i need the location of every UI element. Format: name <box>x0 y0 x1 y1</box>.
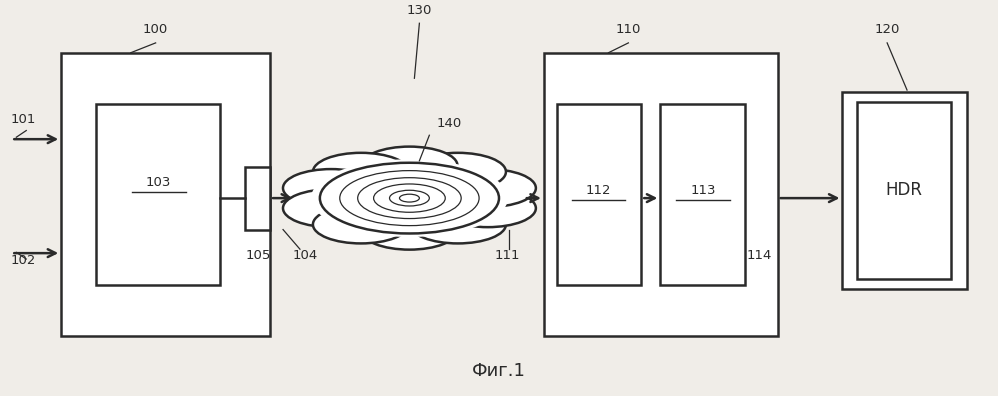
Bar <box>857 102 951 279</box>
Circle shape <box>361 147 457 185</box>
Circle shape <box>361 212 457 249</box>
Circle shape <box>410 153 506 191</box>
Circle shape <box>313 206 409 244</box>
Circle shape <box>283 169 379 207</box>
Circle shape <box>399 194 419 202</box>
Bar <box>61 53 270 336</box>
Bar <box>246 167 270 230</box>
Text: 130: 130 <box>407 4 432 17</box>
Text: Фиг.1: Фиг.1 <box>472 362 526 380</box>
Bar <box>842 92 967 289</box>
Bar <box>661 104 745 285</box>
Text: 111: 111 <box>494 249 520 262</box>
Text: 113: 113 <box>691 184 716 197</box>
Text: 120: 120 <box>874 23 900 36</box>
Bar <box>544 53 777 336</box>
Circle shape <box>308 158 510 238</box>
Text: 102: 102 <box>11 254 36 267</box>
Circle shape <box>283 189 379 227</box>
Text: HDR: HDR <box>885 181 922 199</box>
Bar <box>96 104 221 285</box>
Circle shape <box>440 169 536 207</box>
Text: 112: 112 <box>586 184 611 197</box>
Text: 103: 103 <box>146 176 172 189</box>
Bar <box>557 104 642 285</box>
Text: 100: 100 <box>143 23 169 36</box>
Circle shape <box>410 206 506 244</box>
Circle shape <box>311 159 508 237</box>
Text: 105: 105 <box>246 249 270 262</box>
Circle shape <box>320 163 499 234</box>
Text: 104: 104 <box>292 249 317 262</box>
Circle shape <box>440 189 536 227</box>
Text: 114: 114 <box>748 249 772 262</box>
Circle shape <box>313 153 409 191</box>
Text: 110: 110 <box>616 23 641 36</box>
Text: 140: 140 <box>436 117 462 130</box>
Text: 101: 101 <box>11 113 36 126</box>
